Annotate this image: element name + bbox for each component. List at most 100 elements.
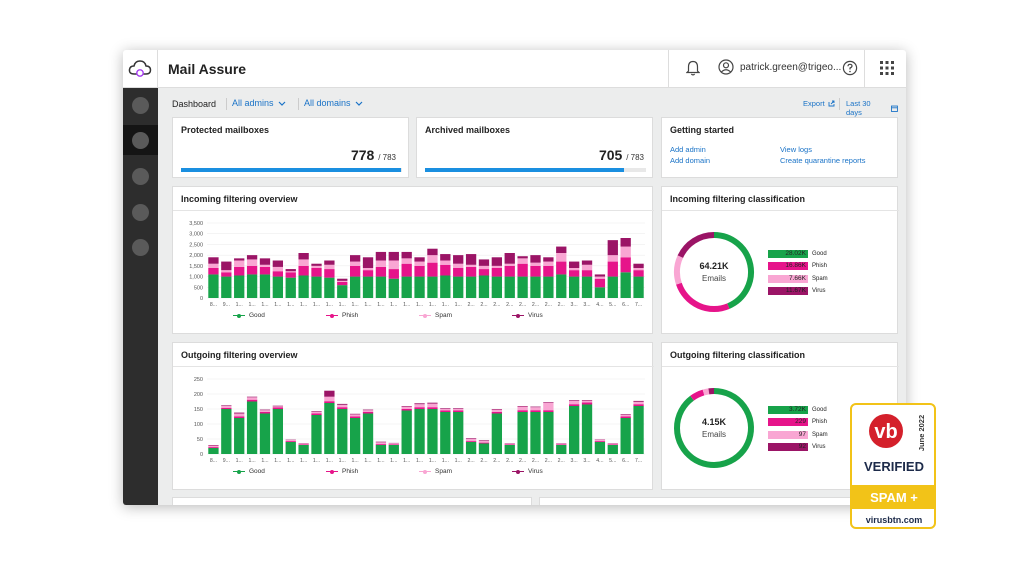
bar-spam[interactable]: [324, 264, 335, 270]
bar-good[interactable]: [427, 276, 438, 298]
bar-spam[interactable]: [556, 253, 567, 262]
bar-good[interactable]: [607, 276, 618, 298]
bar-good[interactable]: [414, 276, 425, 298]
bar-good[interactable]: [272, 276, 284, 298]
bar-phish[interactable]: [324, 401, 335, 403]
bar-good[interactable]: [221, 276, 232, 298]
bar-virus[interactable]: [491, 257, 503, 266]
donut-slice-spam[interactable]: [674, 255, 684, 285]
donut-slice-phish[interactable]: [690, 389, 705, 401]
bar-spam[interactable]: [285, 439, 296, 442]
bar-phish[interactable]: [440, 264, 451, 276]
bar-phish[interactable]: [504, 265, 515, 277]
bar-spam[interactable]: [581, 264, 593, 271]
bar-spam[interactable]: [427, 255, 438, 263]
bar-good[interactable]: [620, 272, 631, 298]
bar-virus[interactable]: [324, 260, 335, 265]
bar-good[interactable]: [478, 443, 490, 455]
bar-spam[interactable]: [414, 261, 425, 266]
bar-good[interactable]: [530, 412, 541, 454]
bar-spam[interactable]: [581, 400, 593, 403]
bar-virus[interactable]: [414, 257, 425, 262]
bar-phish[interactable]: [208, 447, 219, 448]
bar-phish[interactable]: [221, 407, 232, 409]
bar-phish[interactable]: [543, 410, 554, 412]
bar-virus[interactable]: [337, 278, 348, 281]
bar-virus[interactable]: [620, 414, 631, 415]
bar-phish[interactable]: [414, 407, 425, 409]
bar-good[interactable]: [401, 410, 412, 455]
bar-phish[interactable]: [362, 412, 374, 414]
bar-phish[interactable]: [478, 442, 490, 444]
bar-spam[interactable]: [285, 271, 296, 273]
bar-phish[interactable]: [427, 262, 438, 277]
bar-good[interactable]: [543, 412, 554, 454]
bar-phish[interactable]: [298, 444, 309, 445]
bar-virus[interactable]: [453, 408, 464, 409]
bar-phish[interactable]: [543, 265, 554, 277]
bar-spam[interactable]: [388, 443, 399, 445]
add-domain-link[interactable]: Add domain: [670, 156, 711, 165]
bar-good[interactable]: [491, 276, 503, 298]
bar-good[interactable]: [427, 409, 438, 454]
bar-spam[interactable]: [594, 276, 606, 279]
bar-good[interactable]: [388, 445, 399, 454]
help-icon[interactable]: [842, 60, 858, 81]
bar-phish[interactable]: [556, 261, 567, 275]
bar-spam[interactable]: [414, 404, 425, 408]
bar-good[interactable]: [478, 275, 490, 299]
bar-phish[interactable]: [633, 404, 644, 406]
bar-virus[interactable]: [414, 403, 425, 405]
bar-good[interactable]: [311, 276, 322, 298]
bar-virus[interactable]: [234, 258, 245, 261]
bar-virus[interactable]: [401, 251, 412, 259]
bar-phish[interactable]: [517, 263, 528, 277]
bar-phish[interactable]: [324, 269, 335, 278]
bar-virus[interactable]: [324, 390, 335, 397]
bar-spam[interactable]: [311, 265, 322, 268]
bar-virus[interactable]: [311, 263, 322, 266]
bar-spam[interactable]: [543, 402, 554, 411]
bar-virus[interactable]: [568, 400, 580, 401]
bar-phish[interactable]: [234, 416, 245, 419]
create-quarantine-reports-link[interactable]: Create quarantine reports: [780, 156, 866, 165]
bar-spam[interactable]: [491, 409, 503, 412]
bar-phish[interactable]: [388, 444, 399, 445]
bar-good[interactable]: [272, 409, 284, 454]
bar-virus[interactable]: [594, 274, 606, 277]
bar-spam[interactable]: [504, 443, 515, 445]
bar-spam[interactable]: [594, 439, 606, 442]
bar-phish[interactable]: [504, 444, 515, 445]
bar-virus[interactable]: [221, 261, 232, 271]
bar-spam[interactable]: [517, 406, 528, 411]
bar-virus[interactable]: [362, 257, 374, 268]
bar-virus[interactable]: [234, 412, 245, 414]
bar-virus[interactable]: [504, 253, 515, 264]
bar-phish[interactable]: [427, 407, 438, 409]
bar-good[interactable]: [504, 445, 515, 454]
bar-virus[interactable]: [633, 400, 644, 402]
bar-good[interactable]: [259, 413, 271, 455]
bar-phish[interactable]: [453, 410, 464, 413]
bar-phish[interactable]: [349, 265, 361, 277]
bar-good[interactable]: [453, 412, 464, 454]
bar-phish[interactable]: [491, 268, 503, 277]
bar-good[interactable]: [491, 413, 503, 455]
bar-spam[interactable]: [259, 410, 271, 412]
bar-spam[interactable]: [349, 414, 361, 417]
bar-virus[interactable]: [530, 255, 541, 263]
bar-virus[interactable]: [401, 406, 412, 407]
bar-phish[interactable]: [401, 263, 412, 277]
bar-good[interactable]: [388, 278, 399, 298]
bar-virus[interactable]: [478, 440, 490, 441]
bar-spam[interactable]: [208, 263, 219, 268]
export-button[interactable]: Export: [803, 99, 835, 108]
bar-good[interactable]: [324, 403, 335, 454]
bar-spam[interactable]: [478, 440, 490, 443]
bar-phish[interactable]: [349, 416, 361, 419]
bar-phish[interactable]: [581, 270, 593, 277]
bar-spam[interactable]: [607, 255, 618, 262]
bar-phish[interactable]: [620, 257, 631, 273]
bar-virus[interactable]: [272, 405, 284, 407]
bar-spam[interactable]: [478, 265, 490, 270]
